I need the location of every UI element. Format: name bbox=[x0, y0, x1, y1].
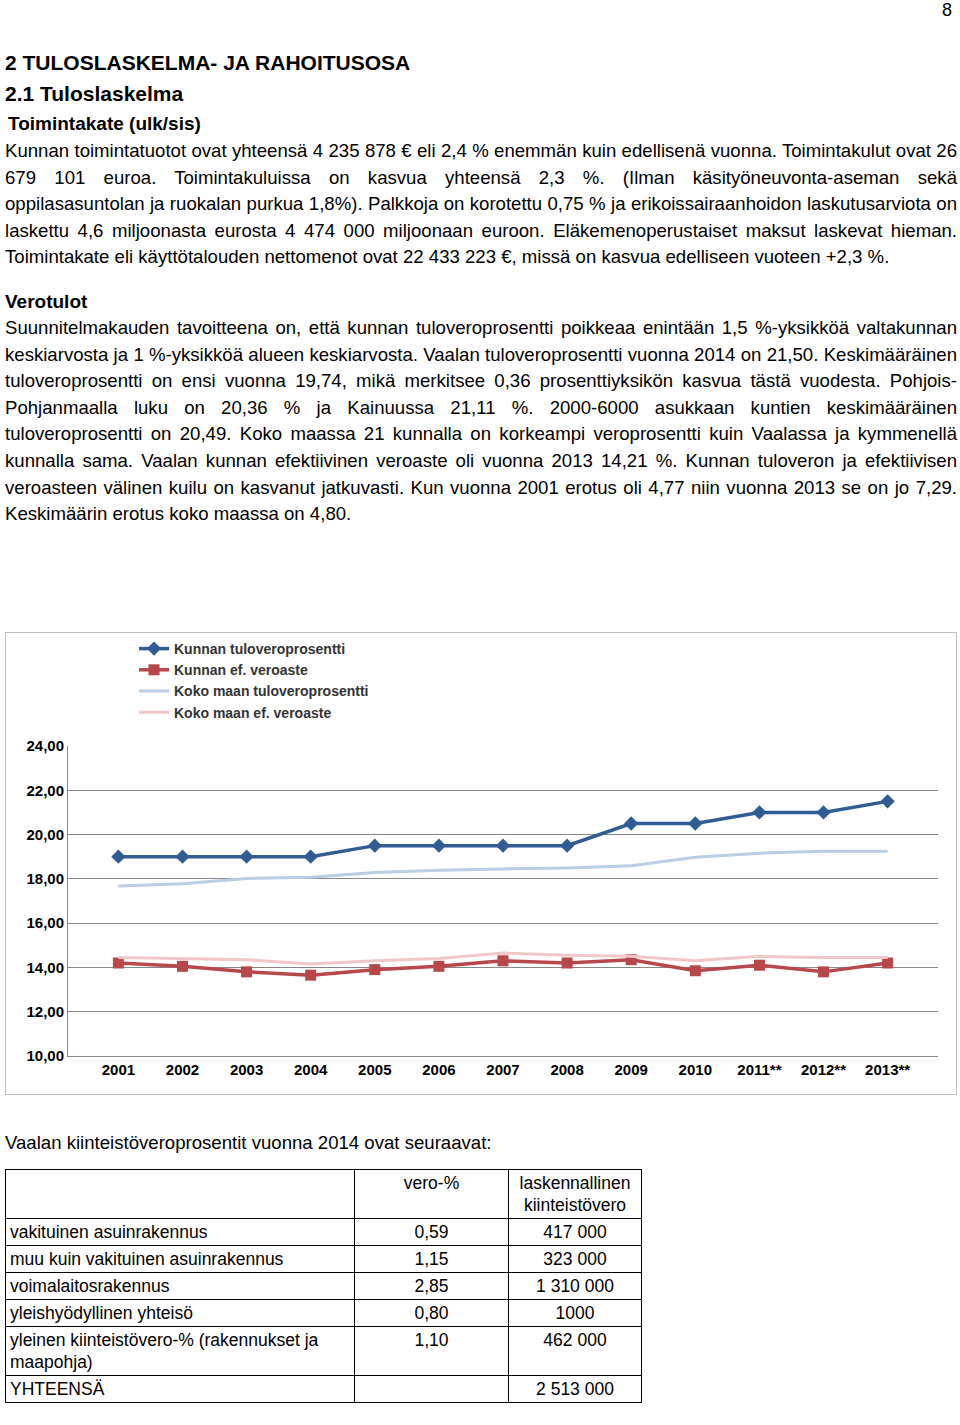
html-text:Suunnitelmakauden tavoitteena: Suunnitelmakauden tavoitteena on, että k… bbox=[5, 317, 957, 525]
svg-text:16,00: 16,00 bbox=[26, 914, 64, 931]
svg-text:20,00: 20,00 bbox=[26, 826, 64, 843]
svg-text:14,00: 14,00 bbox=[26, 959, 64, 976]
svg-text:18,00: 18,00 bbox=[26, 870, 64, 887]
html-text:0,59: 0,59 bbox=[414, 1222, 449, 1242]
svg-text:2010: 2010 bbox=[679, 1061, 712, 1078]
html-text:1 310 000: 1 310 000 bbox=[536, 1276, 614, 1296]
svg-text:2004: 2004 bbox=[294, 1061, 328, 1078]
html-text:Toimintakate (ulk/sis): Toimintakate (ulk/sis) bbox=[8, 113, 201, 134]
html-text:yleishyödyllinen yhteisö: yleishyödyllinen yhteisö bbox=[10, 1303, 193, 1323]
html-text:voimalaitosrakennus: voimalaitosrakennus bbox=[10, 1276, 170, 1296]
html-text:2,85: 2,85 bbox=[414, 1276, 449, 1296]
svg-text:Koko maan tuloveroprosentti: Koko maan tuloveroprosentti bbox=[174, 683, 368, 699]
html-text:2 513 000: 2 513 000 bbox=[536, 1379, 614, 1399]
svg-text:Kunnan tuloveroprosentti: Kunnan tuloveroprosentti bbox=[174, 641, 345, 657]
svg-text:2012**: 2012** bbox=[801, 1061, 846, 1078]
html-text:462 000: 462 000 bbox=[543, 1330, 607, 1350]
svg-text:Koko maan ef. veroaste: Koko maan ef. veroaste bbox=[174, 705, 331, 721]
svg-text:2009: 2009 bbox=[615, 1061, 648, 1078]
html-text:muu kuin vakituinen asuinraken: muu kuin vakituinen asuinrakennus bbox=[10, 1249, 284, 1269]
svg-text:2007: 2007 bbox=[486, 1061, 519, 1078]
svg-text:22,00: 22,00 bbox=[26, 782, 64, 799]
html-text:1000: 1000 bbox=[555, 1303, 595, 1323]
html-text:vakituinen asuinrakennus: vakituinen asuinrakennus bbox=[10, 1222, 208, 1242]
html-text:8: 8 bbox=[942, 0, 952, 20]
html-text:1,15: 1,15 bbox=[414, 1249, 449, 1269]
html-text:Vaalan kiinteistöveroprosentit: Vaalan kiinteistöveroprosentit vuonna 20… bbox=[5, 1132, 492, 1153]
html-text:yleinen kiinteistövero-% (rake: yleinen kiinteistövero-% (rakennukset ja… bbox=[10, 1330, 319, 1372]
html-text:vero-%: vero-% bbox=[403, 1173, 460, 1193]
svg-text:24,00: 24,00 bbox=[26, 737, 64, 754]
svg-text:2008: 2008 bbox=[550, 1061, 583, 1078]
svg-text:12,00: 12,00 bbox=[26, 1003, 64, 1020]
html-text:417 000: 417 000 bbox=[543, 1222, 607, 1242]
svg-text:2001: 2001 bbox=[102, 1061, 135, 1078]
html-text:Kunnan toimintatuotot ovat yht: Kunnan toimintatuotot ovat yhteensä 4 23… bbox=[5, 140, 957, 268]
svg-text:2013**: 2013** bbox=[865, 1061, 910, 1078]
svg-text:2011**: 2011** bbox=[737, 1061, 781, 1078]
svg-text:Kunnan ef. veroaste: Kunnan ef. veroaste bbox=[174, 662, 308, 678]
html-text:323 000: 323 000 bbox=[543, 1249, 607, 1269]
svg-text:10,00: 10,00 bbox=[26, 1047, 64, 1064]
html-text:Verotulot: Verotulot bbox=[5, 291, 88, 312]
html-text:laskennallinen kiinteistövero: laskennallinen kiinteistövero bbox=[519, 1173, 631, 1215]
svg-text:2006: 2006 bbox=[422, 1061, 455, 1078]
html-text:0,80: 0,80 bbox=[414, 1303, 449, 1323]
svg-text:2002: 2002 bbox=[166, 1061, 199, 1078]
html-text:2 TULOSLASKELMA- JA RAHOITUSOS: 2 TULOSLASKELMA- JA RAHOITUSOSA bbox=[5, 51, 411, 74]
svg-text:2005: 2005 bbox=[358, 1061, 391, 1078]
html-text:2.1 Tuloslaskelma: 2.1 Tuloslaskelma bbox=[5, 82, 184, 105]
html-text:YHTEENSÄ: YHTEENSÄ bbox=[10, 1379, 105, 1399]
html-text:1,10: 1,10 bbox=[414, 1330, 449, 1350]
svg-text:2003: 2003 bbox=[230, 1061, 263, 1078]
